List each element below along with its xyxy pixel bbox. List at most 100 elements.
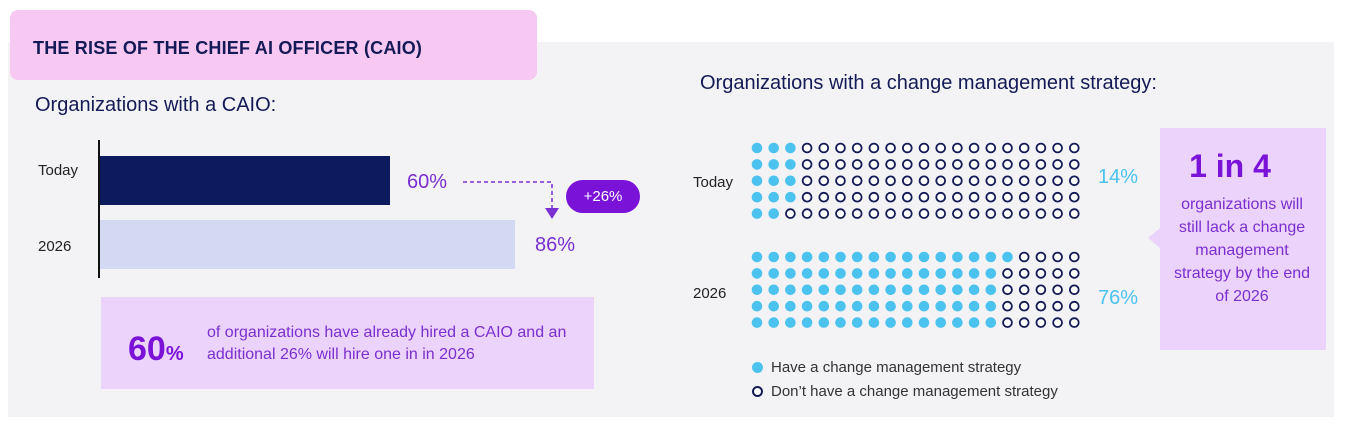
waffle-dot-filled <box>985 251 997 263</box>
side-box-pointer <box>1148 228 1160 248</box>
bar-axis <box>98 140 100 278</box>
waffle-dot-filled <box>985 268 997 279</box>
waffle-dot-empty <box>1052 191 1063 203</box>
bar-2026 <box>100 220 516 269</box>
waffle-dot-empty <box>952 175 963 187</box>
waffle-dot-empty <box>818 191 830 203</box>
waffle-dot-filled <box>835 284 846 296</box>
waffle-dot-empty <box>851 159 863 170</box>
legend-label-have: Have a change management strategy <box>771 359 1022 376</box>
waffle-dot-empty <box>1069 191 1080 203</box>
waffle-dot-empty <box>1069 268 1080 279</box>
waffle-dot-filled <box>818 251 830 263</box>
waffle-dot-empty <box>1069 142 1080 154</box>
waffle-dot-empty <box>885 208 896 219</box>
waffle-dot-empty <box>1052 300 1063 312</box>
waffle-dot-filled <box>851 268 863 279</box>
caio-chart-heading: Organizations with a CAIO: <box>35 94 277 116</box>
waffle-chart-heading: Organizations with a change management s… <box>700 72 1157 94</box>
waffle-dot-empty <box>1052 251 1063 263</box>
waffle-dot-empty <box>901 142 913 154</box>
waffle-dot-empty <box>935 159 946 170</box>
waffle-dot-empty <box>1018 191 1030 203</box>
waffle-dot-filled <box>768 300 779 312</box>
change-badge: +26% <box>566 180 640 213</box>
waffle-dot-empty <box>1052 175 1063 187</box>
waffle-dot-empty <box>801 142 813 154</box>
waffle-dot-empty <box>1035 159 1047 170</box>
waffle-dot-empty <box>868 175 880 187</box>
waffle-dot-filled <box>785 191 796 203</box>
waffle-dot-empty <box>835 191 846 203</box>
waffle-dot-filled <box>818 300 830 312</box>
waffle-dot-empty <box>952 159 963 170</box>
waffle-dot-empty <box>1018 317 1030 328</box>
waffle-dot-empty <box>1002 208 1013 219</box>
waffle-dot-filled <box>768 208 779 219</box>
waffle-dot-filled <box>968 251 980 263</box>
bar-value-2026: 86% <box>535 234 576 256</box>
waffle-dot-empty <box>818 175 830 187</box>
waffle-dot-filled <box>851 251 863 263</box>
waffle-dot-empty <box>1035 251 1047 263</box>
waffle-dot-empty <box>1002 300 1013 312</box>
waffle-dot-filled <box>952 317 963 328</box>
waffle-dot-empty <box>868 142 880 154</box>
waffle-dot-filled <box>768 159 779 170</box>
waffle-dot-filled <box>785 268 796 279</box>
waffle-dot-filled <box>785 300 796 312</box>
waffle-dot-filled <box>868 251 880 263</box>
waffle-dot-filled <box>868 284 880 296</box>
waffle-dot-filled <box>918 300 930 312</box>
waffle-dot-empty <box>1018 175 1030 187</box>
waffle-dot-empty <box>1018 251 1030 263</box>
waffle-dot-empty <box>835 142 846 154</box>
waffle-dot-filled <box>785 175 796 187</box>
waffle-dot-filled <box>768 284 779 296</box>
waffle-dot-empty <box>985 142 997 154</box>
waffle-dot-filled <box>952 284 963 296</box>
waffle-dot-empty <box>968 191 980 203</box>
waffle-dot-filled <box>935 251 946 263</box>
waffle-dot-filled <box>952 300 963 312</box>
waffle-dot-empty <box>1035 191 1047 203</box>
waffle-dot-filled <box>868 300 880 312</box>
bar-value-today: 60% <box>407 171 448 193</box>
waffle-dot-empty <box>1018 268 1030 279</box>
waffle-dot-empty <box>1035 208 1047 219</box>
legend-item-have: Have a change management strategy <box>752 359 1021 376</box>
waffle-dot-empty <box>801 208 813 219</box>
waffle-dot-filled <box>801 284 813 296</box>
waffle-dot-filled <box>985 300 997 312</box>
side-callout-big: 1 in 4 <box>1189 148 1271 184</box>
waffle-value-today: 14% <box>1098 166 1139 188</box>
waffle-dot-empty <box>935 208 946 219</box>
waffle-dot-empty <box>1002 284 1013 296</box>
waffle-dot-filled <box>885 251 896 263</box>
waffle-dot-filled <box>868 268 880 279</box>
waffle-dot-empty <box>851 208 863 219</box>
waffle-dot-empty <box>1018 208 1030 219</box>
waffle-dot-filled <box>768 142 779 154</box>
waffle-dot-empty <box>851 142 863 154</box>
waffle-dot-empty <box>1035 300 1047 312</box>
waffle-dot-filled <box>868 317 880 328</box>
waffle-dot-empty <box>968 142 980 154</box>
waffle-dot-filled <box>885 284 896 296</box>
waffle-dot-empty <box>818 159 830 170</box>
waffle-dot-empty <box>985 159 997 170</box>
waffle-dot-empty <box>1035 317 1047 328</box>
waffle-dot-filled <box>935 284 946 296</box>
waffle-dot-filled <box>851 300 863 312</box>
waffle-dot-empty <box>1069 284 1080 296</box>
waffle-dot-filled <box>952 251 963 263</box>
waffle-dot-empty <box>968 159 980 170</box>
waffle-dot-empty <box>935 175 946 187</box>
waffle-dot-filled <box>801 268 813 279</box>
waffle-dot-filled <box>935 317 946 328</box>
waffle-dot-filled <box>885 268 896 279</box>
waffle-dot-filled <box>751 208 763 219</box>
waffle-dot-filled <box>785 159 796 170</box>
waffle-dot-empty <box>1018 284 1030 296</box>
waffle-dot-empty <box>1035 175 1047 187</box>
